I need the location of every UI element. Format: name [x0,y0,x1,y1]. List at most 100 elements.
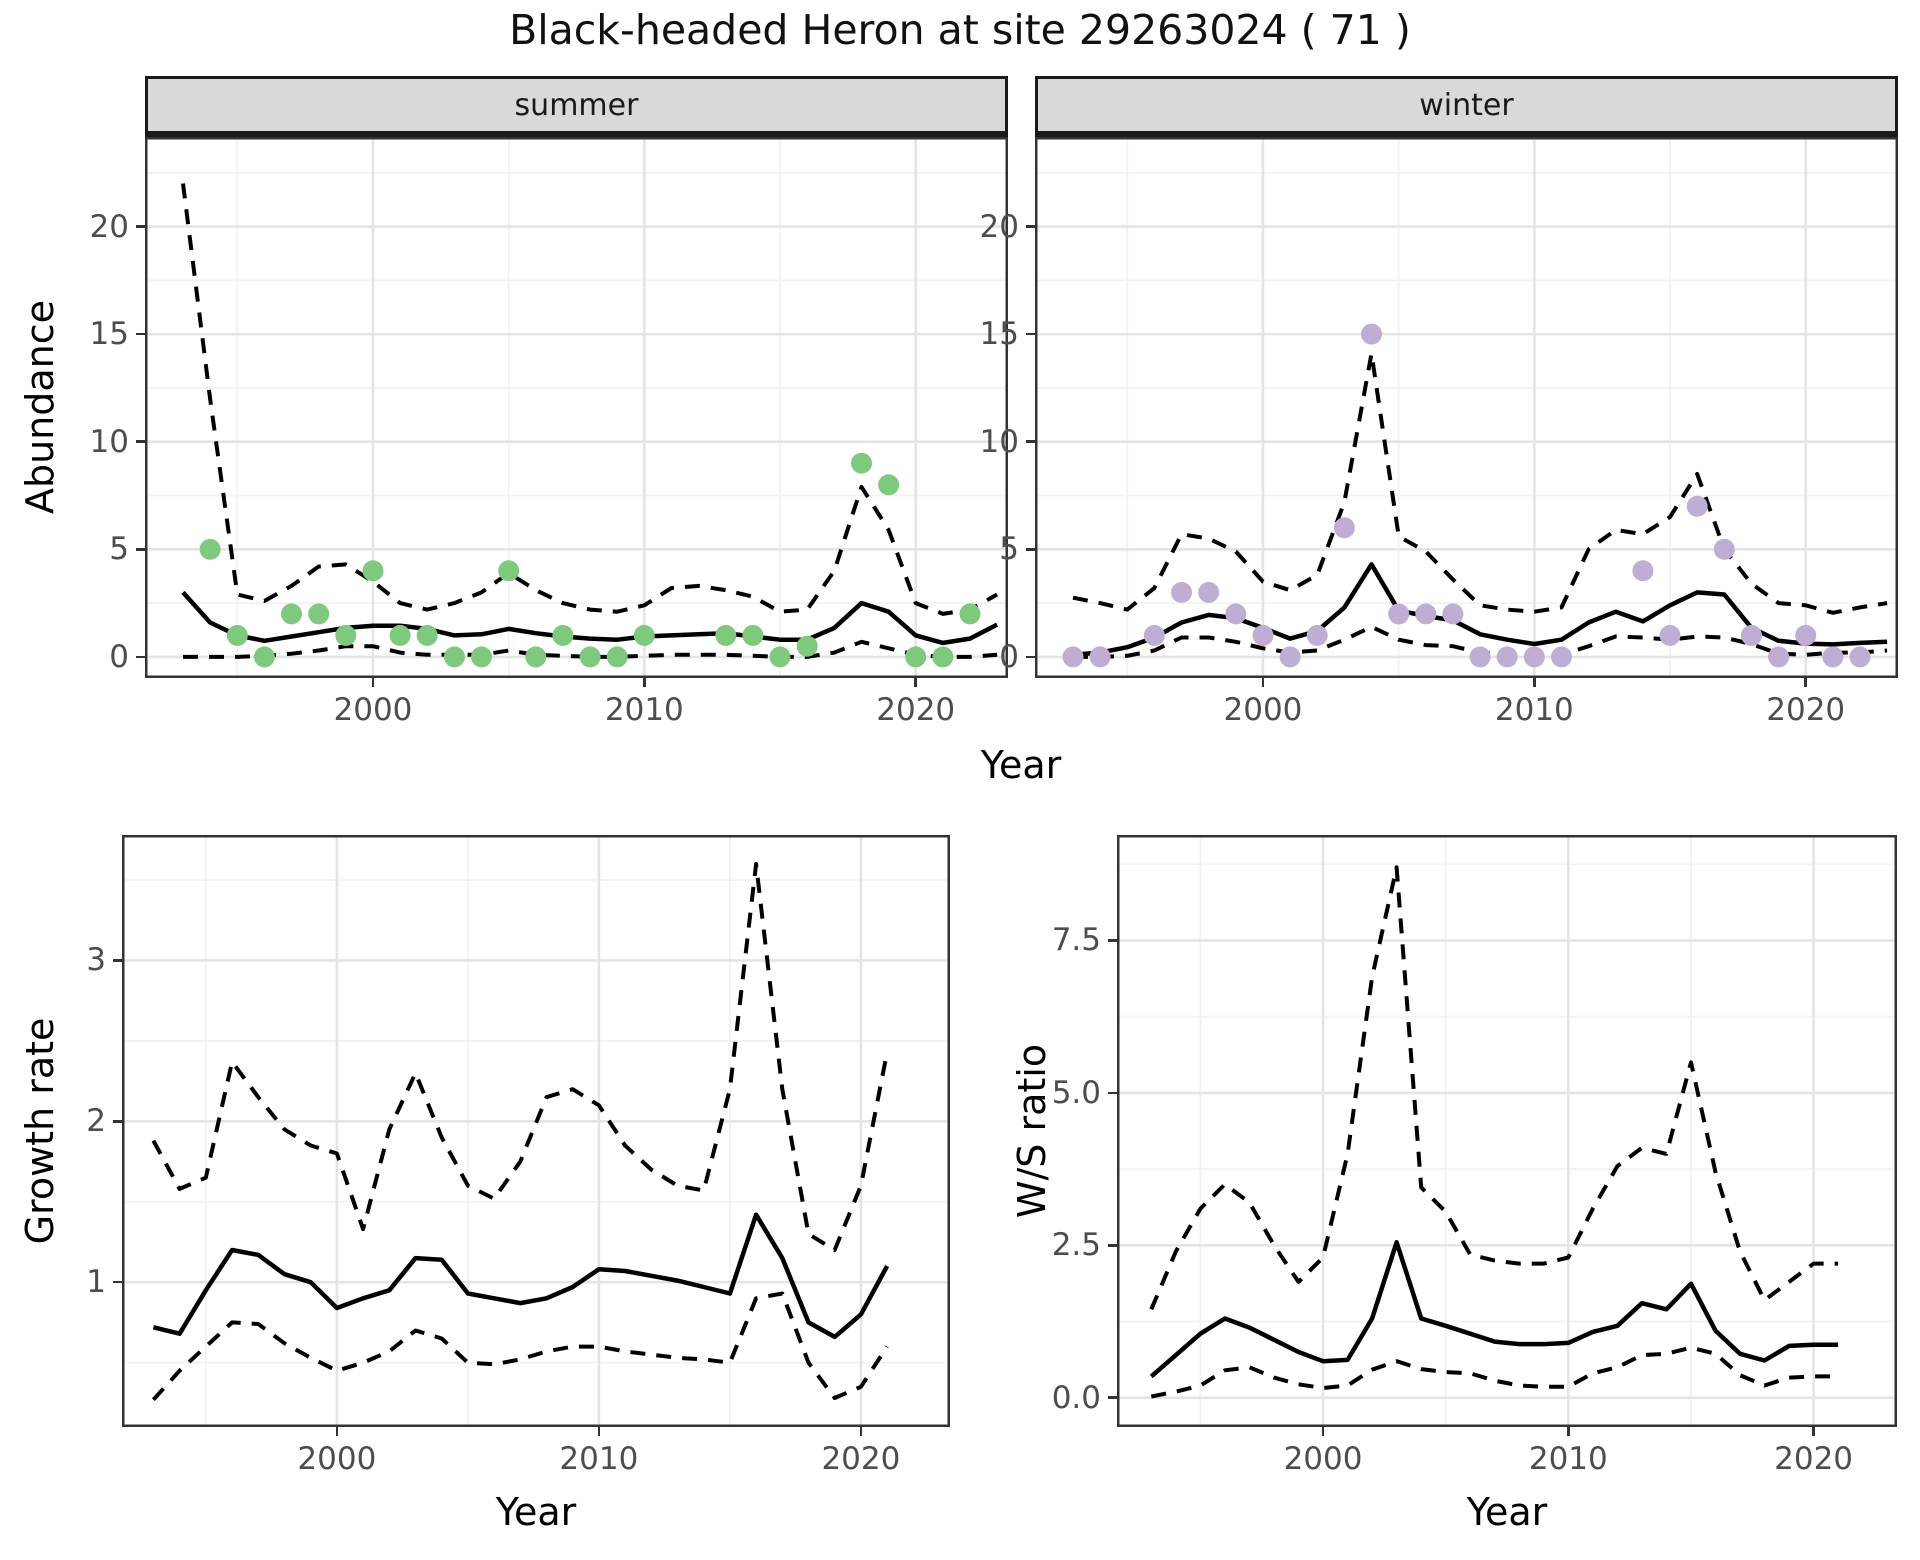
tick-label: 7.5 [1051,922,1101,959]
tick-mark [1567,1427,1570,1436]
observation-point [1388,603,1410,625]
tick-label: 2020 [821,1441,901,1477]
panel-ws-ratio [1117,835,1897,1427]
tick-mark [1108,939,1117,942]
series-median [152,1212,890,1340]
observation-point [1686,495,1708,517]
observation-point [1143,624,1165,646]
y-axis-title-growth-rate: Growth rate [18,1017,62,1245]
tick-label: 20 [89,208,129,245]
tick-label: 2010 [604,692,684,728]
observation-point [226,624,248,646]
observation-point [281,603,302,625]
observation-point [525,646,547,668]
tick-mark [1533,678,1536,687]
x-axis-title-year-ws: Year [1466,1490,1548,1534]
x-axis-title-year-growth: Year [495,1490,577,1534]
observation-point [769,646,791,668]
tick-mark [136,332,145,336]
tick-mark [1108,1396,1117,1399]
tick-mark [335,1427,339,1436]
observation-point [1768,646,1790,668]
tick-label: 1 [86,1264,106,1301]
tick-label: 15 [89,316,129,353]
observation-point [878,474,900,496]
tick-label: 15 [979,316,1019,353]
tick-mark [1026,332,1035,336]
observation-point [715,624,737,646]
tick-mark [136,225,145,228]
observation-point [633,624,655,646]
tick-label: 2000 [297,1441,377,1477]
observation-point [362,560,384,582]
tick-label: 5 [109,531,129,568]
observation-point [1415,603,1437,625]
observation-point [471,646,492,668]
observation-point [1523,646,1545,668]
tick-label: 2000 [1223,692,1303,728]
observation-point [959,603,981,625]
tick-label: 2.5 [1051,1227,1101,1264]
tick-mark [1026,655,1035,659]
x-axis-title-year-top: Year [980,743,1062,787]
observation-point [742,624,764,646]
tick-mark [113,1120,122,1123]
observation-point [199,538,221,560]
panel-growth-rate [122,835,950,1427]
observation-point [389,624,411,646]
observation-point [335,624,357,646]
observation-point [1469,646,1491,668]
tick-mark [1026,548,1035,551]
observation-point [1225,603,1247,625]
panel-summer-abundance [145,137,1008,678]
series-upper_ci [181,183,999,616]
tick-mark [136,548,145,551]
observation-point [905,646,927,668]
tick-mark [371,678,375,687]
observation-point [1252,624,1274,646]
observation-point [1361,323,1382,345]
figure-title: Black-headed Heron at site 29263024 ( 71… [509,6,1411,54]
series-fit [1072,562,1888,658]
observation-point [1062,646,1084,668]
observation-point [1279,646,1301,668]
tick-label: 2020 [876,692,956,728]
panel-winter-abundance [1035,137,1898,678]
series-upper_ci [1072,351,1888,615]
series-lower_ci [183,639,998,659]
tick-mark [1812,1427,1815,1436]
tick-label: 0 [109,638,129,675]
observation-point [606,646,628,668]
tick-mark [1108,1244,1117,1247]
series-lower_ci [1150,1345,1839,1399]
tick-mark [597,1427,601,1436]
observation-point [1333,517,1355,539]
tick-label: 2010 [1528,1441,1608,1477]
tick-label: 2000 [333,692,413,728]
tick-label: 3 [86,942,106,979]
observation-point [1551,646,1572,668]
observation-point [1659,624,1681,646]
tick-label: 5 [999,531,1019,568]
observation-point [253,646,275,668]
tick-label: 2020 [1774,1441,1854,1477]
tick-mark [113,1280,122,1284]
observation-point [308,603,330,625]
observation-point [1171,581,1192,603]
tick-label: 2010 [559,1441,639,1477]
observation-point [1442,603,1464,625]
observation-point [1849,646,1871,668]
observation-point [552,624,574,646]
tick-label: 10 [979,423,1019,460]
observation-point [1822,646,1844,668]
observation-point [796,635,818,657]
facet-strip-summer: summer [145,76,1008,137]
observation-point [1198,581,1220,603]
observation-point [1795,624,1817,646]
tick-label: 2 [86,1103,106,1140]
observation-point [932,646,954,668]
tick-label: 20 [979,208,1019,245]
tick-label: 0.0 [1051,1379,1101,1416]
observation-point [1089,646,1111,668]
